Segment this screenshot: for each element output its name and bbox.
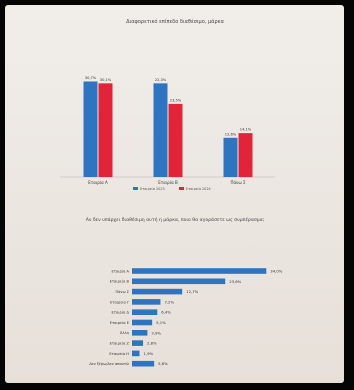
chart2-value-label: 5,6% <box>158 361 168 366</box>
charts-canvas: Διαφορετικό επίπεδο διαθέσιμο, μάρκα 30,… <box>60 18 283 367</box>
chart2-bar <box>132 299 161 305</box>
chart2-value-label: 12,7% <box>186 289 198 294</box>
chart1-value-label: 12,6% <box>225 132 237 136</box>
chart2-bar <box>132 340 144 346</box>
chart2-bar <box>132 268 267 274</box>
chart1-category-label: Εταιρία Β <box>158 180 178 185</box>
chart2-value-label: 23,6% <box>229 279 241 284</box>
chart2-bar <box>132 330 148 336</box>
chart2-bar <box>132 288 183 295</box>
chart1-category-label: Πάνω Σ <box>230 180 246 185</box>
chart1-value-label: 22,3% <box>155 78 167 82</box>
chart1-legend-swatch <box>133 187 138 190</box>
chart2-category-label: Εταιρεία Ε <box>110 321 130 325</box>
chart2-value-label: 6,4% <box>161 310 171 315</box>
chart1-value-label: 30,7% <box>85 76 97 80</box>
chart2-category-label: Δεν ξέρω/Δεν απαντώ <box>89 362 129 366</box>
chart2-value-label: 2,8% <box>147 341 157 346</box>
chart2-category-label: Εταιρία Δ <box>112 311 130 315</box>
chart1-bar <box>223 137 238 177</box>
chart1-bar <box>238 133 253 177</box>
chart2-category-label: Εταιρεία Γ <box>110 300 129 304</box>
chart2-plot: Εταιρία Α 34,0% Εταιρεία Β 23,6% Πάνω Σ 12,7%… <box>89 268 283 367</box>
chart2-category-label: Εταιρία Α <box>112 269 130 273</box>
chart1-title: Διαφορετικό επίπεδο διαθέσιμο, μάρκα <box>126 18 224 25</box>
chart2-bar <box>132 278 226 285</box>
chart1-legend-swatch <box>179 187 184 190</box>
chart2-bar <box>132 360 155 367</box>
chart2-title: Αν δεν υπάρχει διαθέσιμη αυτή η μάρκα, π… <box>86 216 265 223</box>
chart2-category-label: Πάνω Σ <box>115 290 129 294</box>
chart2-value-label: 3,9% <box>151 330 161 335</box>
chart2-bar <box>132 319 153 326</box>
chart2-category-label: Εταιρεία Β <box>110 280 130 284</box>
chart1-bar <box>98 83 113 177</box>
chart1-bar <box>153 83 168 177</box>
report-panel: Διαφορετικό επίπεδο διαθέσιμο, μάρκα 30,… <box>5 5 344 383</box>
chart1-value-label: 23,5% <box>170 98 182 102</box>
chart1-legend-label: Εταιρεία 2023 <box>140 187 165 191</box>
chart1-bar <box>83 81 98 177</box>
chart2-value-label: 1,9% <box>144 351 154 356</box>
chart2-category-label: Εταιρεία Ζ <box>110 342 130 346</box>
chart1-bar <box>168 103 183 177</box>
chart1-legend-label: Εταιρεία 2024 <box>186 187 211 191</box>
chart1-plot: 30,7% 30,1% Εταιρία Α 22,3% 23,5% Εταιρία Β 12… <box>60 76 275 191</box>
chart1-value-label: 14,1% <box>240 128 252 132</box>
chart2-value-label: 5,1% <box>156 320 166 325</box>
chart2-category-label: Εταιρεία Η <box>109 352 129 356</box>
chart2-value-label: 7,2% <box>164 299 174 304</box>
chart1-category-label: Εταιρία Α <box>88 180 108 185</box>
chart1-value-label: 30,1% <box>100 78 112 82</box>
chart2-category-label: Άλλη <box>120 331 129 335</box>
chart2-bar <box>132 350 140 357</box>
chart2-bar <box>132 309 158 315</box>
chart2-value-label: 34,0% <box>270 269 282 274</box>
